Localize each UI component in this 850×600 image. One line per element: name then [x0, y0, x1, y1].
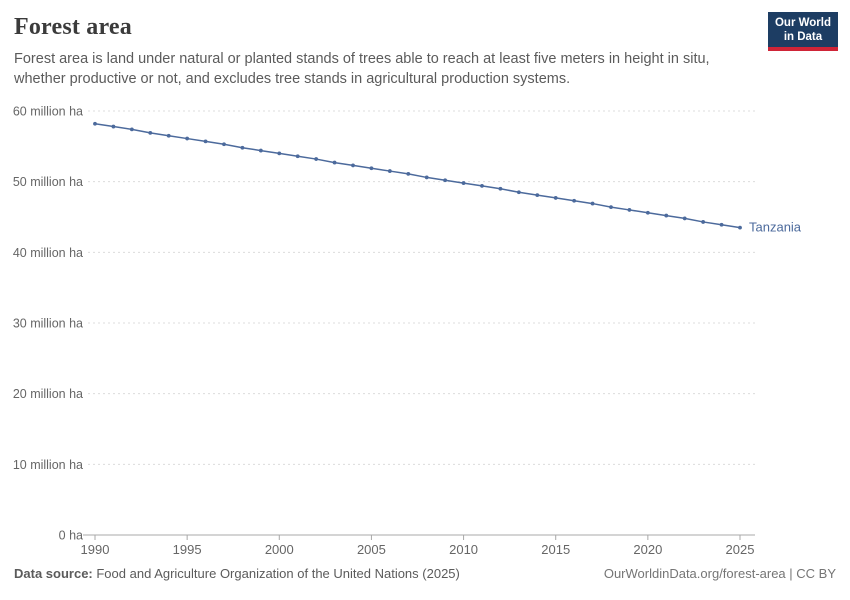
page-title: Forest area: [14, 14, 132, 40]
data-point[interactable]: [498, 186, 503, 191]
data-point[interactable]: [461, 181, 466, 185]
data-point[interactable]: [332, 160, 337, 165]
x-axis-tick-label: 2005: [357, 542, 386, 557]
chart-header: Forest area Forest area is land under na…: [0, 0, 850, 100]
forest-area-line-chart: 0 ha 10 million ha 20 million ha 30 million…: [13, 105, 802, 558]
chart-footer: Data source: Food and Agriculture Organi…: [0, 560, 850, 581]
x-axis: 1990 1995 2000 2005 2010 2015 2020 2025: [81, 534, 755, 557]
data-point[interactable]: [277, 151, 282, 156]
x-axis-tick-label: 1995: [173, 542, 202, 557]
x-axis-tick-label: 2020: [633, 542, 662, 557]
entity-label[interactable]: Tanzania: [749, 220, 802, 235]
y-axis-tick-label: 40 million ha: [13, 246, 83, 260]
x-axis-tick-label: 2010: [449, 542, 478, 557]
data-point[interactable]: [93, 121, 97, 126]
gridlines: 0 ha 10 million ha 20 million ha 30 million…: [13, 105, 755, 543]
data-point[interactable]: [222, 142, 226, 147]
data-point[interactable]: [553, 196, 558, 200]
data-point[interactable]: [609, 205, 613, 210]
y-axis-tick-label: 30 million ha: [13, 317, 83, 331]
y-axis-tick-label: 10 million ha: [13, 458, 83, 472]
y-axis-tick-label: 0 ha: [59, 529, 83, 543]
data-point[interactable]: [701, 220, 706, 224]
data-point[interactable]: [645, 210, 650, 215]
data-point[interactable]: [406, 171, 411, 176]
data-point[interactable]: [185, 136, 190, 141]
data-point[interactable]: [351, 163, 355, 168]
chart-area: 0 ha 10 million ha 20 million ha 30 million…: [0, 100, 850, 560]
y-axis-tick-label: 60 million ha: [13, 105, 83, 119]
data-point[interactable]: [424, 175, 429, 180]
chart-subtitle: Forest area is land under natural or pla…: [14, 51, 710, 87]
data-point[interactable]: [738, 225, 742, 230]
data-point[interactable]: [111, 124, 116, 129]
owid-logo-line2: in Data: [783, 31, 823, 44]
data-point[interactable]: [627, 208, 632, 212]
x-axis-tick-label: 2000: [265, 542, 294, 557]
data-point[interactable]: [258, 148, 263, 153]
data-point[interactable]: [203, 139, 208, 144]
data-point[interactable]: [240, 145, 245, 150]
data-point[interactable]: [129, 127, 134, 132]
x-axis-tick-label: 1990: [81, 542, 110, 557]
data-point[interactable]: [387, 169, 392, 173]
x-axis-tick-label: 2015: [541, 542, 570, 557]
series-line-tanzania[interactable]: [94, 122, 741, 229]
data-point[interactable]: [295, 154, 300, 159]
data-point[interactable]: [148, 131, 153, 135]
data-point[interactable]: [166, 133, 171, 138]
owid-logo-line1: Our World: [774, 17, 831, 29]
x-axis-tick-label: 2025: [726, 542, 755, 557]
data-point[interactable]: [516, 190, 521, 195]
data-point[interactable]: [719, 222, 724, 227]
data-source-label: Data source:: [14, 566, 93, 581]
data-point[interactable]: [535, 193, 540, 197]
data-point[interactable]: [590, 201, 595, 206]
footer-link-text: OurWorldinData.org/forest-area | CC BY: [603, 566, 836, 581]
data-point[interactable]: [314, 157, 319, 161]
y-axis-tick-label: 50 million ha: [13, 175, 83, 189]
data-point[interactable]: [443, 178, 448, 183]
data-point[interactable]: [572, 198, 577, 203]
data-point[interactable]: [369, 166, 374, 171]
data-point[interactable]: [682, 216, 687, 221]
data-point[interactable]: [480, 184, 484, 188]
y-axis-tick-label: 20 million ha: [13, 387, 83, 401]
data-source-text: Food and Agriculture Organization of the…: [92, 566, 460, 581]
data-source: Data source: Food and Agriculture Organi…: [14, 566, 460, 581]
owid-logo[interactable]: Our World in Data: [767, 12, 838, 51]
data-point[interactable]: [664, 213, 669, 218]
